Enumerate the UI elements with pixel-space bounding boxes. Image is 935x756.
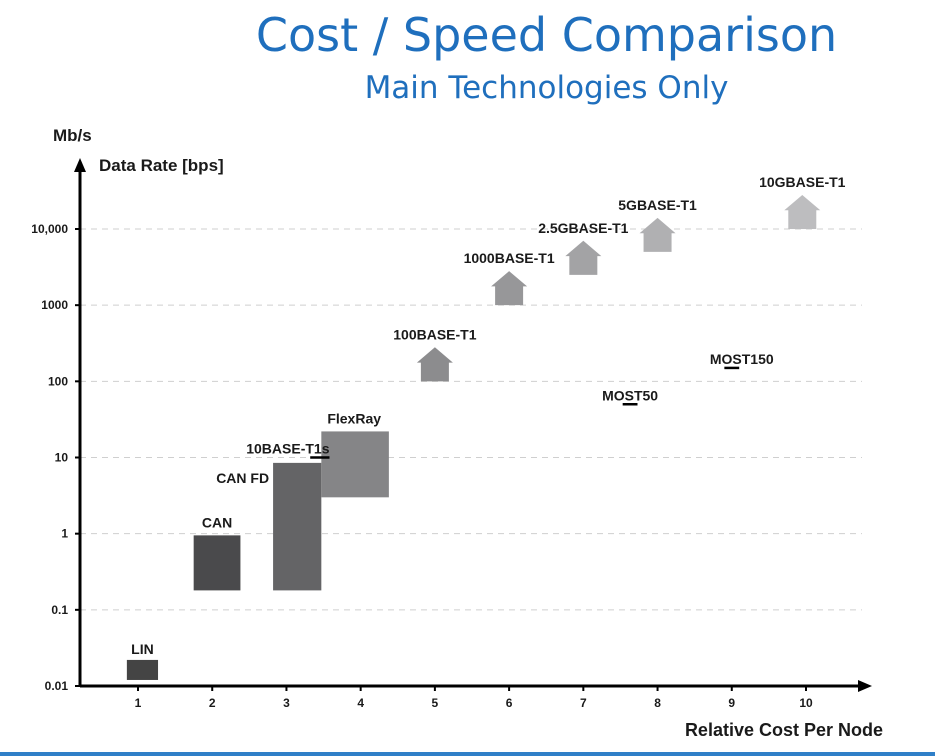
label-10gbase-t1: 10GBASE-T1 [759,174,846,190]
x-axis-label: Relative Cost Per Node [685,720,883,740]
x-tick-label: 8 [654,696,661,710]
bar-can-fd [273,462,322,591]
label-lin: LIN [131,641,154,657]
y-axis-arrowhead [74,158,86,172]
x-tick-label: 1 [135,696,142,710]
arrow-2-5gbase-t1 [565,240,602,275]
x-tick-label: 9 [728,696,735,710]
x-tick-label: 5 [432,696,439,710]
label-most150: MOST150 [710,351,774,367]
y-tick-label: 1000 [41,298,68,312]
x-tick-label: 6 [506,696,513,710]
label-most50: MOST50 [602,387,658,403]
y-axis-label: Data Rate [bps] [99,156,224,175]
y-axis-unit-label: Mb/s [53,126,92,145]
label-5gbase-t1: 5GBASE-T1 [618,197,697,213]
label-1000base-t1: 1000BASE-T1 [464,250,555,266]
y-tick-label: 0.01 [45,679,69,693]
x-tick-label: 3 [283,696,290,710]
label-can-fd: CAN FD [216,470,269,486]
arrow-1000base-t1 [491,271,528,306]
label-100base-t1: 100BASE-T1 [393,326,476,342]
y-tick-label: 0.1 [51,603,68,617]
x-tick-label: 7 [580,696,587,710]
arrow-5gbase-t1 [639,217,676,252]
bar-can [193,535,241,591]
label-flexray: FlexRay [327,410,381,426]
bottom-divider [0,752,935,756]
x-axis-arrowhead [858,680,872,692]
x-tick-label: 10 [799,696,813,710]
chart-title: Cost / Speed Comparison [255,8,838,62]
label-10base-t1s: 10BASE-T1s [246,441,329,457]
bar-flexray [321,431,389,498]
chart-subtitle: Main Technologies Only [364,70,729,106]
y-tick-label: 100 [48,374,68,388]
arrow-100base-t1 [416,347,453,382]
y-tick-label: 10 [55,451,69,465]
x-tick-label: 4 [357,696,364,710]
y-tick-label: 1 [61,527,68,541]
x-tick-label: 2 [209,696,216,710]
label-2-5gbase-t1: 2.5GBASE-T1 [538,220,628,236]
label-can: CAN [202,514,232,530]
bar-lin [126,659,159,680]
arrow-10gbase-t1 [784,194,821,229]
y-tick-label: 10,000 [31,222,68,236]
